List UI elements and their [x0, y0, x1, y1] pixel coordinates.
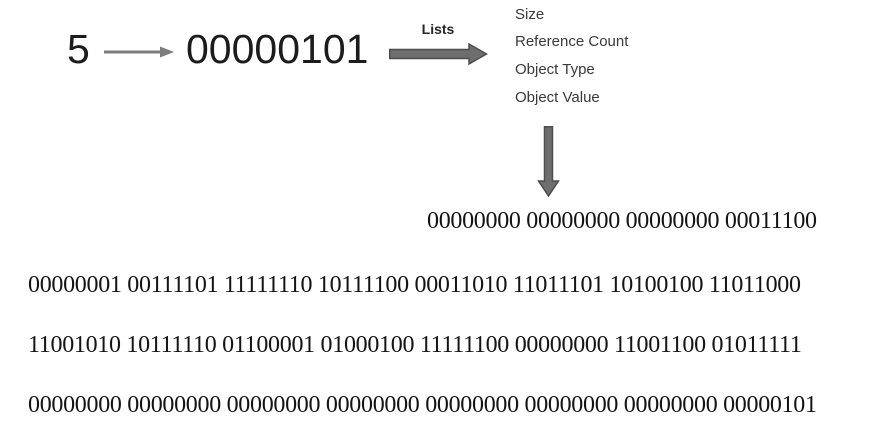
block-right-arrow-icon [389, 42, 488, 66]
memory-row: 00000000 00000000 00000000 00000000 0000… [28, 392, 817, 418]
memory-row: 00000001 00111101 11111110 10111100 0001… [28, 272, 801, 298]
encoded-value: 00000101 [186, 26, 369, 72]
object-field-object-value: Object Value [515, 89, 600, 106]
object-field-size: Size [515, 6, 545, 23]
right-arrow-head [160, 46, 174, 58]
block-down-arrow-shape [537, 126, 560, 197]
source-value: 5 [67, 26, 90, 72]
lists-arrow-label: Lists [421, 21, 455, 37]
object-field-reference-count: Reference Count [515, 33, 629, 50]
right-arrow-icon [104, 46, 174, 58]
block-right-arrow-shape [389, 42, 488, 66]
memory-row: 00000000 00000000 00000000 00011100 [427, 208, 817, 234]
block-down-arrow-icon [537, 126, 560, 197]
object-field-object-type: Object Type [515, 61, 595, 78]
memory-row: 11001010 10111110 01100001 01000100 1111… [28, 332, 802, 358]
